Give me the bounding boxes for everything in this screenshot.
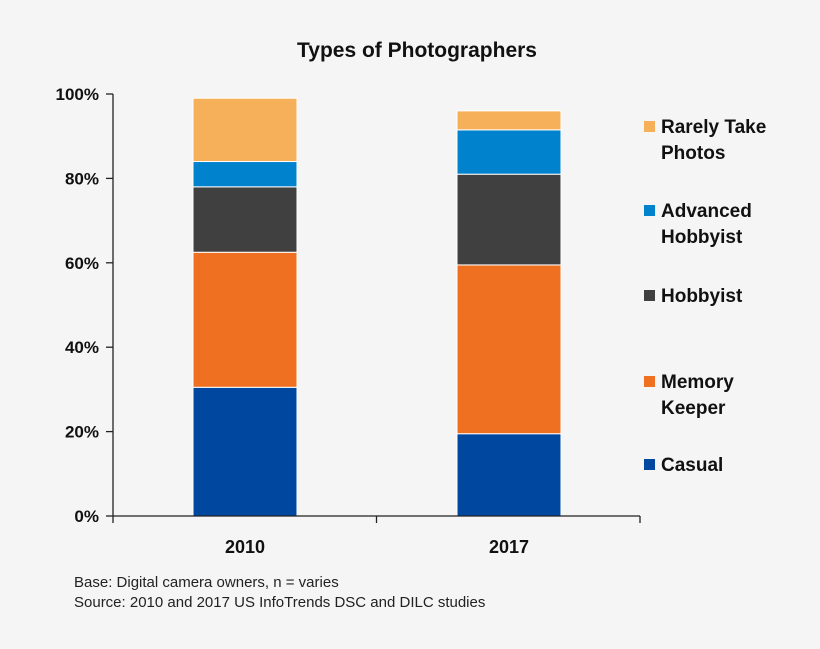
legend-swatch xyxy=(644,376,655,387)
legend-item: Memory Keeper xyxy=(644,372,734,419)
bar-segment-2017-advanced-hobbyist xyxy=(456,129,562,175)
bar-segment-2017-hobbyist xyxy=(456,173,562,266)
footnote-base: Base: Digital camera owners, n = varies xyxy=(74,574,339,591)
x-category-label: 2010 xyxy=(225,537,265,557)
legend-label: Rarely Take xyxy=(661,117,766,138)
y-tick-label: 40% xyxy=(65,338,99,357)
legend: Rarely Take Photos Advanced Hobbyist Hobbyis… xyxy=(644,117,766,476)
legend-label: Advanced xyxy=(661,201,752,222)
x-axis: 2010 2017 xyxy=(112,515,641,557)
legend-item: Rarely Take Photos xyxy=(644,117,766,164)
bar-segment-2010-casual xyxy=(192,386,298,517)
y-tick-label: 0% xyxy=(74,507,99,526)
legend-label: Memory xyxy=(661,372,734,393)
bar-segment-2010-hobbyist xyxy=(192,186,298,253)
bar-segment-2017-rarely-take-photos xyxy=(456,110,562,131)
y-axis: 0% 20% 40% 60% 80% 100% xyxy=(56,85,114,526)
legend-label: Casual xyxy=(661,455,723,476)
legend-label: Hobbyist xyxy=(661,227,743,248)
bar-segment-2017-memory-keeper xyxy=(456,264,562,435)
footnote-source: Source: 2010 and 2017 US InfoTrends DSC … xyxy=(74,594,486,611)
legend-swatch xyxy=(644,290,655,301)
legend-swatch xyxy=(644,459,655,470)
legend-swatch xyxy=(644,205,655,216)
y-tick-label: 20% xyxy=(65,423,99,442)
bar-segment-2017-casual xyxy=(456,433,562,517)
legend-item: Hobbyist xyxy=(644,286,743,307)
chart-title: Types of Photographers xyxy=(297,39,537,62)
legend-label: Keeper xyxy=(661,398,726,419)
x-category-label: 2017 xyxy=(489,537,529,557)
legend-label: Photos xyxy=(661,143,725,164)
y-tick-label: 60% xyxy=(65,254,99,273)
bar-segment-2010-memory-keeper xyxy=(192,251,298,388)
bar-segment-2010-rarely-take-photos xyxy=(192,97,298,163)
y-tick-label: 100% xyxy=(56,85,99,104)
legend-item: Advanced Hobbyist xyxy=(644,201,752,248)
bar-segment-2010-advanced-hobbyist xyxy=(192,161,298,188)
y-tick-label: 80% xyxy=(65,169,99,188)
legend-label: Hobbyist xyxy=(661,286,743,307)
legend-item: Casual xyxy=(644,455,723,476)
bars-group xyxy=(192,97,562,517)
legend-swatch xyxy=(644,121,655,132)
footnote: Base: Digital camera owners, n = varies … xyxy=(74,573,485,613)
